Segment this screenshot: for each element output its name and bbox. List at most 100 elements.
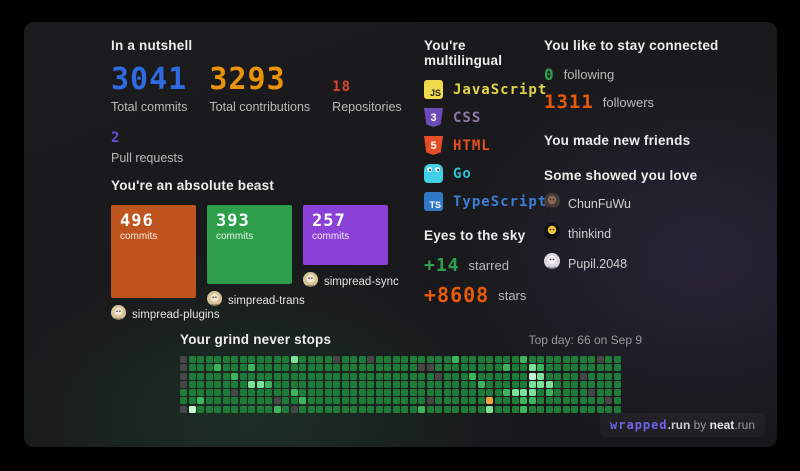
- connected-stat-following: 0 following: [544, 65, 774, 84]
- heatmap-cell: [435, 380, 442, 388]
- grind-header: Your grind never stops Top day: 66 on Se…: [180, 332, 642, 347]
- stat-value: 0: [544, 65, 555, 84]
- heatmap-cell: [375, 380, 383, 388]
- stat-value: 2: [111, 130, 121, 146]
- heatmap-cell: [205, 364, 213, 372]
- stat-value: +8608: [424, 283, 490, 307]
- repo-item-simpread-trans: 393 commits simpread-trans: [207, 205, 305, 311]
- watermark-brand[interactable]: wrapped: [610, 418, 668, 432]
- heatmap-cell: [375, 397, 383, 405]
- heatmap-cell: [282, 397, 289, 405]
- heatmap-cell: [333, 364, 340, 372]
- watermark-brand-suffix: .run: [667, 418, 691, 432]
- stat-value: 3293: [209, 62, 286, 97]
- heatmap-cell: [290, 397, 298, 405]
- repo-name[interactable]: simpread-trans: [228, 295, 305, 307]
- heatmap-cell: [290, 389, 298, 397]
- repo-name[interactable]: simpread-plugins: [132, 309, 220, 321]
- heatmap-cell: [503, 397, 510, 405]
- section-multilingual: You're multilingual JS JavaScript 3 CSS 5 HTM…: [424, 38, 546, 220]
- heatmap-cell: [571, 389, 578, 397]
- heatmap-cell: [435, 389, 442, 397]
- heatmap-cell: [367, 356, 374, 363]
- heatmap-cell: [324, 356, 332, 363]
- nutshell-stat-total-commits: 3041 Total commits: [111, 65, 187, 115]
- heatmap-cell: [435, 356, 442, 363]
- user-name[interactable]: thinkind: [568, 226, 612, 241]
- heatmap-cell: [537, 356, 544, 363]
- heatmap-cell: [554, 397, 561, 405]
- heatmap-cell: [384, 364, 391, 372]
- heatmap-cell: [197, 356, 204, 363]
- heatmap-cell: [511, 372, 519, 380]
- heatmap-cell: [367, 389, 374, 397]
- heatmap-cell: [384, 372, 391, 380]
- go-gopher-icon: [424, 164, 443, 183]
- stat-label: following: [563, 67, 615, 82]
- heatmap-cell: [503, 389, 510, 397]
- heatmap-cell: [239, 364, 247, 372]
- connected-stat-followers: 1311 followers: [544, 91, 774, 113]
- multilingual-heading: You're multilingual: [424, 38, 503, 68]
- html-shield-icon: 5: [424, 136, 443, 155]
- user-item-thinkind[interactable]: thinkind: [544, 223, 774, 244]
- heatmap-cell: [443, 380, 451, 388]
- repo-name[interactable]: simpread-sync: [324, 276, 399, 288]
- language-item-ts: TS TypeScript: [424, 192, 546, 211]
- heatmap-cell: [571, 356, 578, 363]
- user-name[interactable]: ChunFuWu: [568, 196, 631, 211]
- heatmap-cell: [265, 397, 272, 405]
- heatmap-cell: [333, 380, 340, 388]
- stat-label: starred: [468, 258, 509, 273]
- user-name[interactable]: Pupil.2048: [568, 256, 628, 271]
- heatmap-cell: [358, 405, 366, 413]
- watermark[interactable]: wrapped.run by neat.run: [600, 413, 765, 437]
- heatmap-cell: [452, 372, 459, 380]
- heatmap-cell: [358, 397, 366, 405]
- heatmap-cell: [460, 397, 468, 405]
- repo-meta: simpread-sync: [303, 272, 399, 292]
- heatmap-cell: [537, 364, 544, 372]
- heatmap-cell: [256, 389, 264, 397]
- heatmap-cell: [188, 397, 196, 405]
- heatmap-cell: [214, 372, 221, 380]
- heatmap-cell: [239, 372, 247, 380]
- heatmap-cell: [613, 389, 621, 397]
- user-item-chunfuwu[interactable]: ChunFuWu: [544, 193, 774, 214]
- heatmap-cell: [256, 405, 264, 413]
- heatmap-cell: [418, 389, 425, 397]
- heatmap-cell: [290, 364, 298, 372]
- heatmap-cell: [265, 380, 272, 388]
- heatmap-cell: [248, 405, 255, 413]
- heatmap-cell: [409, 389, 417, 397]
- heatmap-cell: [307, 380, 315, 388]
- heatmap-cell: [409, 380, 417, 388]
- heatmap-cell: [316, 397, 323, 405]
- heatmap-cell: [256, 397, 264, 405]
- nutshell-stat-repositories: 18 Repositories: [332, 79, 401, 114]
- heatmap-cell: [299, 372, 306, 380]
- heatmap-cell: [324, 364, 332, 372]
- heatmap-cell: [494, 356, 502, 363]
- watermark-name: neat: [709, 418, 735, 432]
- heatmap-cell: [222, 397, 230, 405]
- heatmap-cell: [231, 389, 238, 397]
- heatmap-cell: [282, 405, 289, 413]
- heatmap-cell: [571, 380, 578, 388]
- heatmap-cell: [205, 397, 213, 405]
- heatmap-cell: [426, 389, 434, 397]
- user-item-pupil.2048[interactable]: Pupil.2048: [544, 253, 774, 274]
- heatmap-cell: [452, 380, 459, 388]
- heatmap-cell: [248, 356, 255, 363]
- heatmap-cell: [316, 364, 323, 372]
- heatmap-cell: [333, 397, 340, 405]
- heatmap-cell: [605, 397, 612, 405]
- heatmap-cell: [239, 356, 247, 363]
- heatmap-cell: [426, 405, 434, 413]
- section-grind: Your grind never stops Top day: 66 on Se…: [180, 332, 642, 413]
- heatmap-cell: [384, 356, 391, 363]
- heatmap-cell: [222, 405, 230, 413]
- nutshell-stat-total-contributions: 3293 Total contributions: [209, 62, 310, 115]
- heatmap-cell: [562, 397, 570, 405]
